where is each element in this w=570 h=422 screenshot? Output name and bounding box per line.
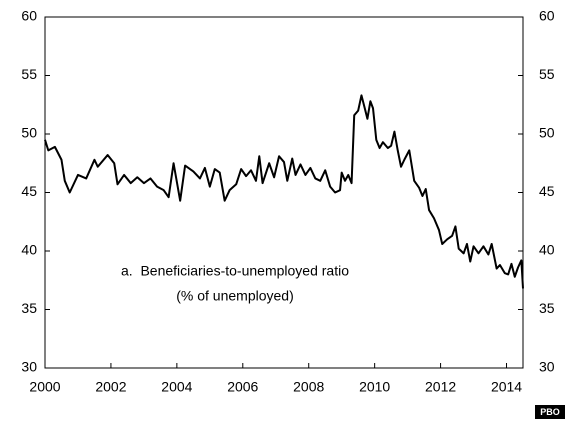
x-tick-label: 2002	[95, 379, 126, 395]
y2-tick-label: 45	[539, 183, 555, 199]
y2-tick-label: 40	[539, 242, 555, 258]
annotation: (% of unemployed)	[176, 288, 294, 304]
plot-frame	[44, 16, 524, 369]
y-tick-label: 40	[21, 242, 37, 258]
y-tick-label: 35	[21, 300, 37, 316]
x-tick-label: 2008	[293, 379, 324, 395]
y2-tick-label: 55	[539, 66, 555, 82]
annotation: a. Beneficiaries-to-unemployed ratio	[121, 263, 349, 279]
watermark-box	[535, 405, 565, 419]
y-tick-label: 45	[21, 183, 37, 199]
x-tick-label: 2014	[491, 379, 522, 395]
watermark: PBO	[540, 407, 560, 417]
y2-tick-label: 30	[539, 359, 555, 375]
y-tick-label: 55	[21, 66, 37, 82]
data-line	[44, 94, 524, 289]
x-tick-label: 2004	[161, 379, 192, 395]
y-tick-label: 60	[21, 8, 37, 24]
x-tick-label: 2006	[227, 379, 258, 395]
x-tick-label: 2010	[359, 379, 390, 395]
y-tick-label: 50	[21, 125, 37, 141]
y2-tick-label: 60	[539, 8, 555, 24]
y-tick-label: 30	[21, 359, 37, 375]
y2-tick-label: 50	[539, 125, 555, 141]
y2-tick-label: 35	[539, 300, 555, 316]
x-tick-label: 2012	[425, 379, 456, 395]
x-tick-label: 2000	[29, 379, 60, 395]
